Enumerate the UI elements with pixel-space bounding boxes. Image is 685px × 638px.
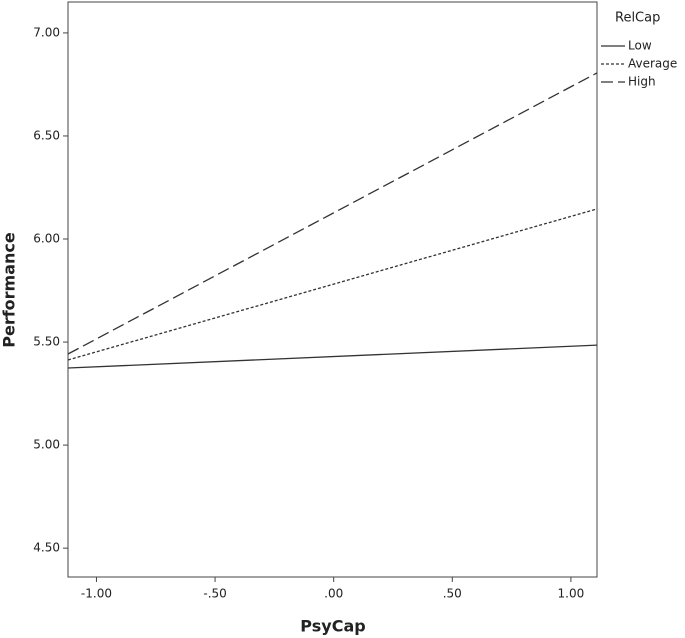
y-tick-label: 5.50: [33, 335, 60, 349]
y-tick-label: 6.00: [33, 232, 60, 246]
x-tick-label: .50: [443, 587, 462, 601]
plot-frame: [67, 1, 598, 578]
legend-label: Low: [628, 39, 652, 53]
x-tick-label: -.50: [203, 587, 226, 601]
series-line: [67, 208, 598, 361]
y-axis-title: Performance: [0, 232, 19, 348]
legend-label: Average: [628, 57, 677, 71]
y-tick-label: 4.50: [33, 541, 60, 555]
legend-label: High: [628, 75, 656, 89]
y-tick-label: 5.00: [33, 438, 60, 452]
legend-title: RelCap: [615, 11, 660, 26]
series-line: [67, 72, 598, 355]
x-tick-label: -1.00: [81, 587, 112, 601]
x-axis-title: PsyCap: [300, 617, 365, 636]
x-tick-label: .00: [324, 587, 343, 601]
series-line: [67, 344, 598, 369]
x-tick-label: 1.00: [558, 587, 585, 601]
y-tick-label: 6.50: [33, 128, 60, 142]
y-tick-label: 7.00: [33, 25, 60, 39]
